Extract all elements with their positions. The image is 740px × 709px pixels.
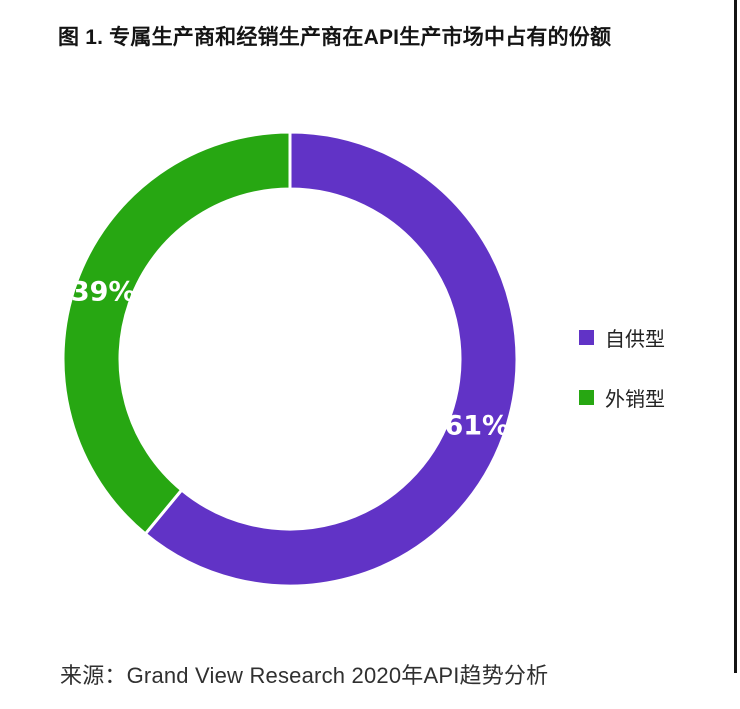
donut-slice-merchant: [62, 130, 292, 537]
legend-swatch-captive: [579, 329, 594, 345]
donut-chart: 61% 39%: [62, 130, 519, 588]
legend-item-captive: 自供型: [579, 326, 665, 351]
slice-data-label-captive: 61%: [444, 411, 509, 442]
donut-slice-captive: [143, 130, 519, 588]
legend-label-merchant: 外销型: [605, 388, 665, 411]
figure-title: 图 1. 专属生产商和经销生产商在API生产市场中占有的份额: [58, 26, 612, 49]
screenshot-right-edge: [734, 0, 737, 673]
legend-label-captive: 自供型: [605, 328, 665, 351]
legend-item-merchant: 外销型: [579, 386, 665, 411]
source-note: 来源：Grand View Research 2020年API趋势分析: [60, 663, 549, 688]
slice-data-label-merchant: 39%: [71, 276, 136, 307]
legend: 自供型 外销型: [579, 326, 665, 411]
legend-swatch-merchant: [579, 389, 594, 405]
